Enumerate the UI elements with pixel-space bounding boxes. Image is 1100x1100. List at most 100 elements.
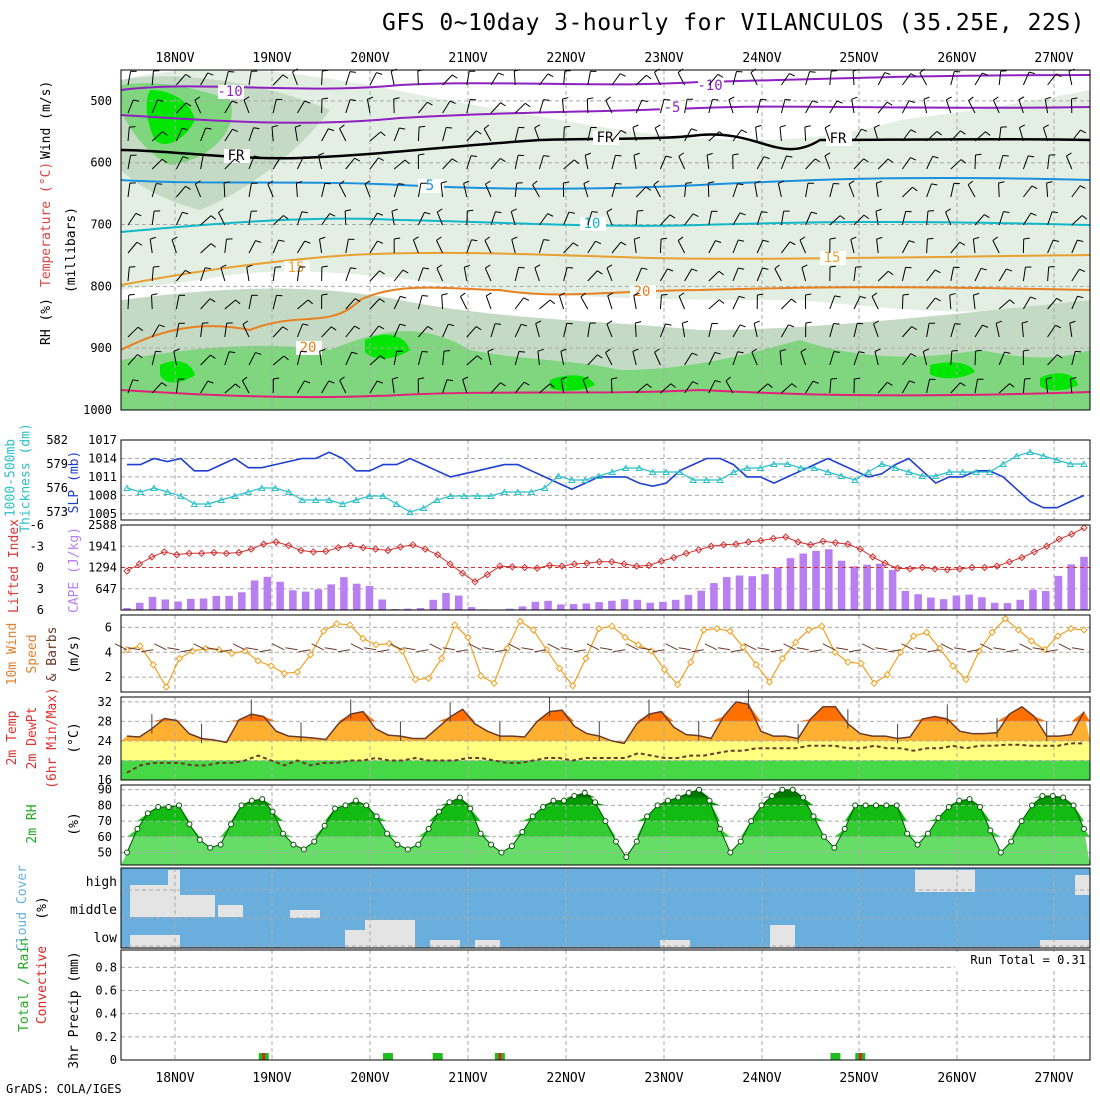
wind-barb [756,211,762,226]
wind-barb-feather [1081,215,1088,220]
thickness-point [729,468,738,475]
wind-barb-feather [767,383,773,388]
wind-barb [659,99,665,114]
li-point [396,543,405,551]
li-point [956,565,964,573]
wind-barb-feather [378,157,384,161]
wind-barb-feather [784,98,792,101]
wind-barb-feather [833,323,840,325]
cape-bar [825,549,833,610]
wind-speed-point [739,643,747,651]
wind-barb [829,100,838,114]
wind-barb-feather [741,129,748,134]
wind-barb [200,215,212,226]
wind-barb [853,128,862,142]
y-label: (6hr Min/Max) [45,687,60,789]
li-point [545,561,554,570]
wind-barb [949,295,952,310]
rh-point [841,825,848,832]
cape-bar [965,594,973,610]
wind-barb [1071,239,1078,254]
li-point [744,538,753,546]
wind-barb [875,183,879,198]
wind-barb [151,351,157,366]
wind-speed-point [293,668,302,676]
wind-barb [350,643,364,651]
wind-barb [805,100,813,114]
wind-barb [224,299,236,310]
wind-barb-feather [1019,124,1026,129]
wind-barb-feather [737,351,744,354]
wind-barb-feather [467,209,474,212]
wind-barb [829,351,835,366]
wind-barb [850,239,855,254]
wind-barb [875,211,879,226]
wind-barb [849,649,862,653]
wind-barb [586,643,600,651]
cape-bar [135,602,144,610]
wind-speed-point [464,633,472,642]
li-point [210,548,218,557]
wind-barb-feather [426,101,433,106]
li-point [1043,542,1051,550]
cape-bar [148,596,157,610]
wind-barb [127,213,137,226]
wind-barb-feather [661,237,668,240]
cloud-patch [1075,875,1090,895]
wind-barb-feather [210,354,216,359]
contour-label: 20 [634,284,651,300]
wind-barb-feather [717,73,724,78]
y-label: Cloud Cover [15,865,30,951]
wind-barb [635,186,647,198]
wind-barb-feather [805,321,812,324]
wind-speed-point [582,654,590,663]
wind-barb [487,351,492,366]
wind-barb [271,127,274,142]
wind-barb [824,155,831,170]
wind-barb [345,352,353,366]
wind-barb-feather [583,180,590,185]
precip-tick: 0.2 [95,1030,117,1044]
wind-barb-feather [307,299,314,305]
wind-barb [514,267,520,282]
slp-line [127,451,1085,509]
wind-barb-feather [884,72,891,75]
wind-barb [547,643,560,651]
wind-barb-feather [1048,265,1055,268]
wind-barb [193,643,206,651]
thickness-point [756,464,765,471]
wind-barb [972,295,976,310]
thickness-point [797,464,805,471]
wind-barb [728,99,734,114]
wind-barb-feather [136,241,143,246]
wind-barb [751,351,758,366]
wind-barb-feather [378,325,385,330]
li-point [856,545,864,553]
wind-barb [175,323,180,338]
wind-barb [732,239,739,254]
wind-barb-feather [786,155,793,158]
temp-panel-frame [120,696,1091,781]
thickness-point [743,464,751,471]
wind-barb [926,323,930,338]
contour-label: 5 [426,178,434,194]
wind-barb-feather [304,100,311,104]
y-label: SLP (mb) [67,451,82,514]
wind-barb [635,211,638,226]
y-label: 2m RH [25,804,40,843]
wind-barb-feather [185,185,191,190]
wind-barb-feather [691,352,698,356]
wind-barb [805,211,812,226]
date-label-bottom: 22NOV [546,1071,585,1086]
rh-band-max-6 [1040,373,1078,391]
wind-barb [853,323,858,338]
wind-barb [587,71,591,86]
wind-speed-point [1080,626,1088,634]
rh-point [280,830,287,837]
wind-barb [587,270,598,282]
wind-barb [224,71,229,86]
wind-barb-feather [595,240,602,245]
panel-upper-air-border [120,69,1091,411]
date-label-bottom: 19NOV [252,1071,291,1086]
cape-bar [697,590,705,610]
